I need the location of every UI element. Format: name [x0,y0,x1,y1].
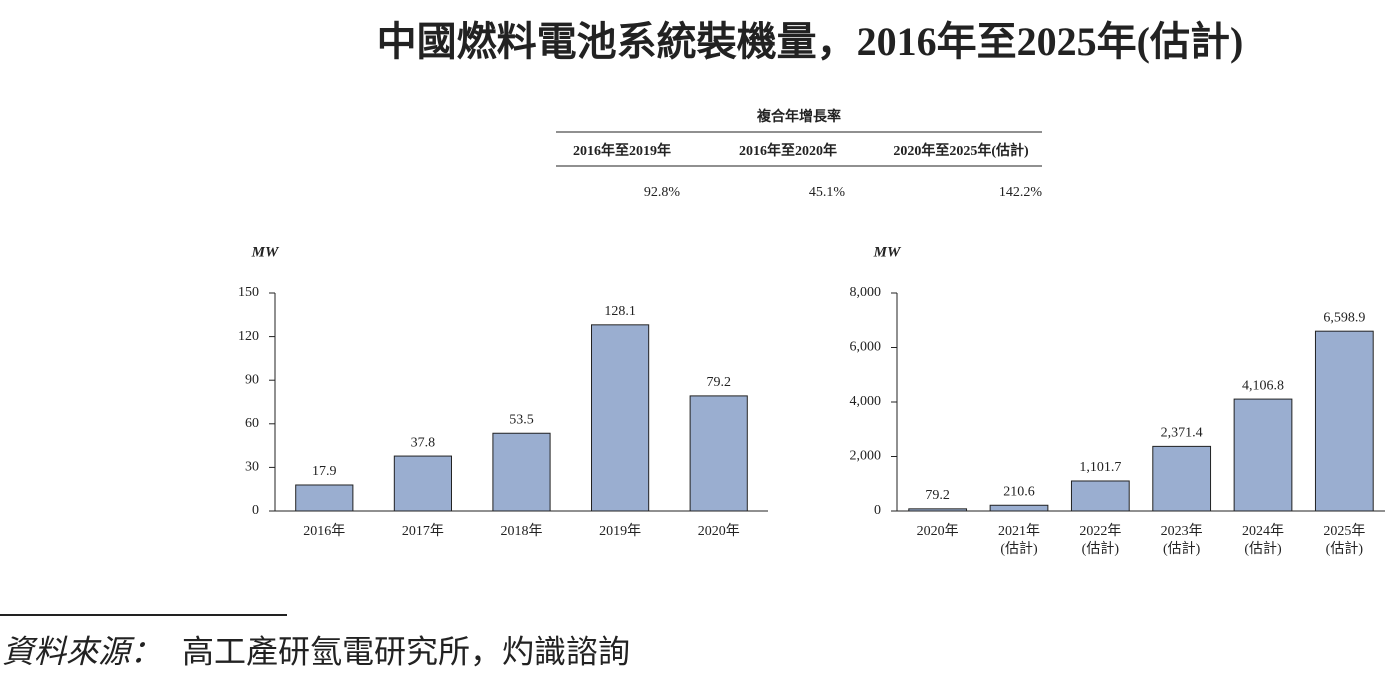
x-tick-label: 2021年 (估計) [997,524,1040,557]
table-value: 45.1% [809,185,846,200]
bar [1152,445,1212,512]
source-label: 資料來源： [2,633,162,669]
value-label: 37.8 [411,435,436,450]
y-tick-label: 150 [238,285,259,300]
y-tick-label: 8,000 [850,285,882,300]
value-label: 53.5 [509,412,534,427]
y-tick-label: 4,000 [850,394,882,409]
value-label: 79.2 [706,375,731,390]
value-label: 79.2 [925,488,950,503]
x-tick-label: 2017年 [401,524,444,539]
x-tick-label: 2020年 [916,524,959,539]
source-text: 高工產研氫電研究所，灼識諮詢 [182,633,630,669]
value-label: 4,106.8 [1242,378,1284,393]
table-value: 92.8% [644,185,681,200]
value-label: 6,598.9 [1323,310,1365,325]
value-label: 2,371.4 [1161,426,1203,441]
x-tick-label: 2025年 (估計) [1323,524,1366,557]
bar [689,395,748,512]
y-tick-label: 6,000 [850,340,882,355]
y-tick-label: 90 [245,372,259,387]
y-tick-label: 2,000 [850,449,882,464]
table-value: 142.2% [999,185,1043,200]
x-tick-label: 2018年 [500,524,543,539]
x-tick-label: 2019年 [599,524,642,539]
y-tick-label: 60 [245,416,259,431]
y-tick-label: 120 [238,329,259,344]
value-label: 1,101.7 [1079,460,1121,475]
bar [295,484,354,512]
x-tick-label: 2022年 (估計) [1079,524,1122,557]
value-label: 128.1 [604,304,636,319]
x-tick-label: 2023年 (估計) [1160,524,1203,557]
page-title: 中國燃料電池系統裝機量，2016年至2025年(估計) [377,19,1244,64]
bar [908,508,968,512]
x-tick-label: 2024年 (估計) [1241,524,1284,557]
y-tick-label: 0 [252,503,259,518]
bar [492,432,551,512]
bar [591,324,650,512]
x-tick-label: 2020年 [697,524,740,539]
bar [393,455,452,512]
bar [989,504,1049,512]
x-tick-label: 2016年 [303,524,346,539]
y-tick-label: 30 [245,460,259,475]
bar [1070,480,1130,512]
bar [1314,330,1374,512]
bar [1233,398,1293,512]
y-axis-label: MW [251,244,280,260]
table-column: 2020年至2025年(估計) [893,142,1029,159]
y-tick-label: 0 [874,503,881,518]
table-column: 2016年至2019年 [573,142,671,159]
table-header: 複合年增長率 [756,108,841,125]
value-label: 17.9 [312,464,337,479]
table-column: 2016年至2020年 [739,142,837,159]
y-axis-label: MW [873,244,902,260]
value-label: 210.6 [1003,484,1035,499]
